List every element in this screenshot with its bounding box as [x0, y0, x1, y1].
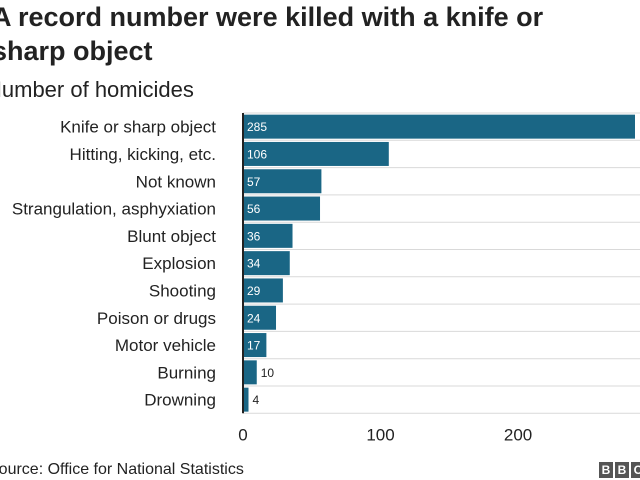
category-label: Motor vehicle: [115, 336, 216, 355]
category-label: Knife or sharp object: [60, 118, 216, 137]
source-note: Source: Office for National Statistics: [0, 461, 244, 478]
chart-title: A record number were killed with a knife…: [0, 2, 544, 66]
category-label: Burning: [157, 363, 216, 382]
bbc-logo: B B C: [599, 462, 640, 478]
bars: [243, 114, 635, 412]
x-tick-label: 0: [238, 425, 247, 444]
value-label: 36: [247, 229, 261, 243]
x-tick-label: 200: [504, 425, 532, 444]
category-labels: Knife or sharp object Hitting, kicking, e…: [12, 118, 216, 410]
category-label: Drowning: [144, 391, 216, 410]
bbc-logo-letter: B: [599, 462, 613, 478]
gridlines: [243, 112, 640, 414]
bar: [243, 305, 277, 330]
category-label: Not known: [136, 172, 216, 191]
value-label: 4: [253, 393, 260, 407]
x-tick-labels: 0 100 200: [238, 425, 532, 444]
bar: [243, 223, 293, 248]
bar: [243, 387, 249, 412]
bar: [243, 360, 257, 385]
bar: [243, 251, 290, 276]
bar: [243, 169, 322, 194]
x-tick-label: 100: [366, 425, 394, 444]
value-label: 56: [247, 202, 261, 216]
bar: [243, 278, 283, 303]
category-label: Blunt object: [127, 227, 216, 246]
bbc-logo-letter: B: [615, 462, 629, 478]
category-label: Shooting: [149, 281, 216, 300]
value-label: 29: [247, 284, 261, 298]
bar: [243, 196, 321, 221]
value-label: 285: [247, 120, 267, 134]
category-label: Explosion: [142, 254, 216, 273]
value-label: 57: [247, 175, 261, 189]
category-label: Poison or drugs: [97, 309, 216, 328]
chart-subtitle: Number of homicides: [0, 77, 194, 102]
bbc-logo-letter: C: [631, 462, 640, 478]
value-label: 34: [247, 257, 261, 271]
value-label: 17: [247, 339, 261, 353]
bar: [243, 141, 389, 166]
value-label: 24: [247, 311, 261, 325]
category-label: Strangulation, asphyxiation: [12, 200, 216, 219]
bar: [243, 114, 635, 139]
bar: [243, 333, 267, 358]
category-label: Hitting, kicking, etc.: [70, 145, 216, 164]
value-label: 106: [247, 147, 267, 161]
value-label: 10: [261, 366, 275, 380]
